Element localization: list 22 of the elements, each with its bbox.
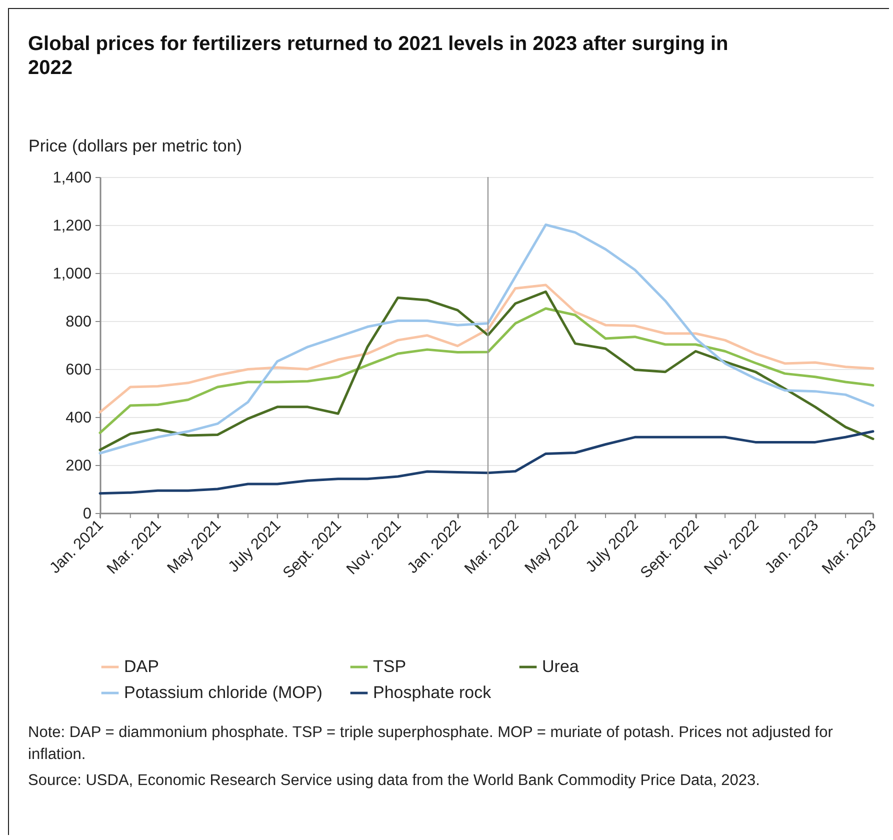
y-tick-label: 1,000 [52,266,92,282]
legend-label: DAP [124,657,159,676]
y-tick-label: 1,200 [52,218,92,234]
line-series [98,307,874,434]
chart-title: Global prices for fertilizers returned to 2021 levels in 2023 after surging in 2022 [28,32,730,80]
line-series [98,290,874,452]
legend-label: Potassium chloride (MOP) [124,683,322,702]
y-tick-label: 800 [66,314,92,330]
line-series [98,224,874,454]
y-tick-label: 0 [82,506,92,522]
y-tick-label: 600 [66,362,92,378]
legend-label: TSP [373,657,406,676]
source-note: Source: USDA, Economic Research Service using data from the World Bank Commodity Price Data, 2023. [28,771,761,791]
legend-label: Urea [542,657,580,676]
y-axis-title: Price (dollars per metric ton) [28,136,242,156]
legend-label: Phosphate rock [373,683,492,702]
text: Note: DAP = diammonium phosphate. TSP = triple superphosphate. MOP = muriate of potash. Prices not adjusted for inflation. [28,723,834,765]
line-series [98,284,874,414]
y-tick-label: 1,400 [52,170,92,186]
y-tick-label: 200 [66,458,92,474]
y-tick-label: 400 [66,410,92,426]
line-series [98,430,874,495]
